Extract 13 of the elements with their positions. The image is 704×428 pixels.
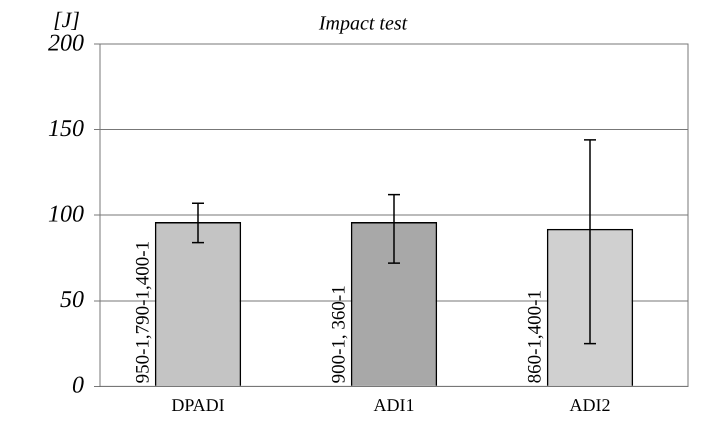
annotation: 900-1, 360-1: [328, 285, 350, 384]
y-tick-label: 50: [60, 287, 84, 314]
y-axis-title: [J]: [53, 6, 80, 32]
y-tick-label: 200: [48, 30, 84, 56]
x-tick-label: ADI1: [374, 394, 414, 415]
y-tick-label: 150: [48, 116, 84, 142]
y-tick-label: 0: [72, 372, 84, 399]
y-tick-label: 100: [48, 202, 84, 228]
x-tick-label: DPADI: [171, 394, 225, 415]
annotation: 860-1,400-1: [524, 290, 546, 384]
chart-title: Impact test: [318, 12, 408, 34]
annotation: 950-1,790-1,400-1: [132, 240, 154, 384]
x-tick-label: ADI2: [570, 394, 610, 415]
